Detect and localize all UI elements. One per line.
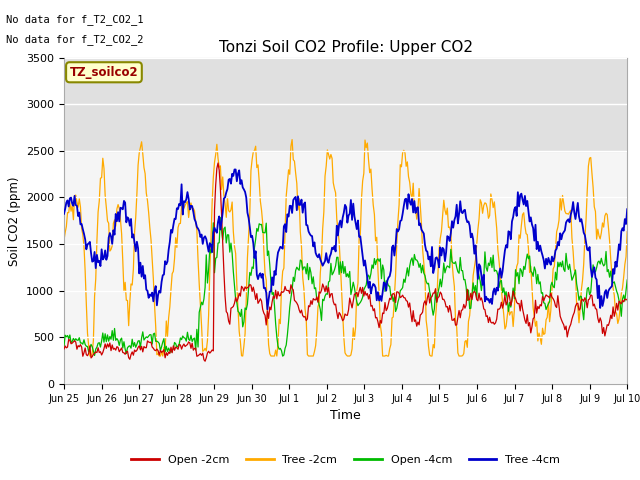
- Text: No data for f_T2_CO2_2: No data for f_T2_CO2_2: [6, 34, 144, 45]
- Legend: Open -2cm, Tree -2cm, Open -4cm, Tree -4cm: Open -2cm, Tree -2cm, Open -4cm, Tree -4…: [127, 451, 564, 469]
- Title: Tonzi Soil CO2 Profile: Upper CO2: Tonzi Soil CO2 Profile: Upper CO2: [219, 40, 472, 55]
- Text: TZ_soilco2: TZ_soilco2: [70, 66, 138, 79]
- Y-axis label: Soil CO2 (ppm): Soil CO2 (ppm): [8, 176, 20, 265]
- X-axis label: Time: Time: [330, 409, 361, 422]
- Bar: [64, 58, 627, 151]
- Text: No data for f_T2_CO2_1: No data for f_T2_CO2_1: [6, 14, 144, 25]
